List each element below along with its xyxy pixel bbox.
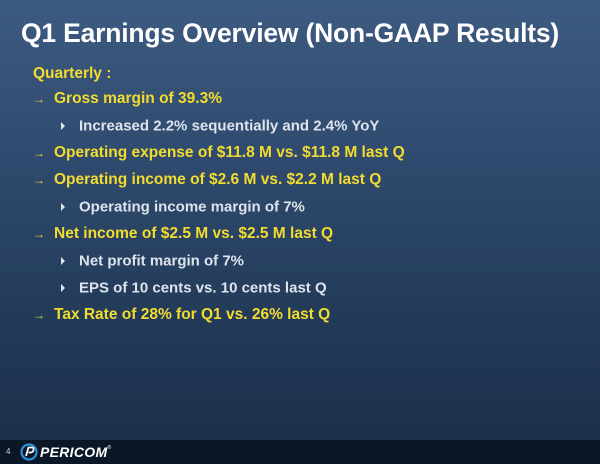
pericom-logo-icon (20, 443, 38, 461)
sub-bullet-item: Operating income margin of 7% (60, 198, 305, 216)
bullet-text: Operating income of $2.6 M vs. $2.2 M la… (54, 171, 382, 188)
logo-trademark: ® (107, 445, 112, 451)
arrow-right-icon: → (33, 227, 45, 241)
arrow-right-icon: → (33, 146, 45, 160)
bullet-text: Gross margin of 39.3% (54, 90, 222, 107)
bullet-item: → Net income of $2.5 M vs. $2.5 M last Q (33, 225, 333, 243)
bullet-item: → Gross margin of 39.3% (33, 90, 222, 108)
triangle-right-icon (61, 122, 65, 131)
bullet-text: Net profit margin of 7% (79, 252, 245, 270)
bullet-text: Net income of $2.5 M vs. $2.5 M last Q (54, 225, 334, 242)
bullet-text: EPS of 10 cents vs. 10 cents last Q (79, 279, 327, 297)
bullet-item: → Operating income of $2.6 M vs. $2.2 M l… (33, 171, 381, 189)
logo-text: PERICOM (40, 444, 108, 460)
pericom-logo: PERICOM ® (20, 443, 111, 461)
bullet-text: Operating expense of $11.8 M vs. $11.8 M… (54, 144, 405, 161)
bullet-list: → Gross margin of 39.3% Increased 2.2% seq… (33, 90, 405, 324)
page-number: 4 (6, 447, 11, 456)
section-label: Quarterly : (33, 65, 112, 82)
sub-bullet-item: Net profit margin of 7% (60, 252, 244, 270)
triangle-right-icon (61, 284, 65, 293)
arrow-right-icon: → (33, 308, 45, 322)
sub-bullet-item: EPS of 10 cents vs. 10 cents last Q (60, 279, 327, 297)
bullet-text: Increased 2.2% sequentially and 2.4% YoY (79, 117, 380, 135)
arrow-right-icon: → (33, 173, 45, 187)
sub-bullet-item: Increased 2.2% sequentially and 2.4% YoY (60, 117, 379, 135)
triangle-right-icon (61, 203, 65, 212)
slide-title: Q1 Earnings Overview (Non-GAAP Results) (21, 18, 560, 48)
footer-bar: 4 PERICOM ® (0, 440, 600, 464)
bullet-item: → Operating expense of $11.8 M vs. $11.8 … (33, 144, 405, 162)
triangle-right-icon (61, 257, 65, 266)
arrow-right-icon: → (33, 92, 45, 106)
bullet-text: Operating income margin of 7% (79, 198, 305, 216)
bullet-text: Tax Rate of 28% for Q1 vs. 26% last Q (54, 306, 331, 323)
bullet-item: → Tax Rate of 28% for Q1 vs. 26% last Q (33, 306, 330, 324)
